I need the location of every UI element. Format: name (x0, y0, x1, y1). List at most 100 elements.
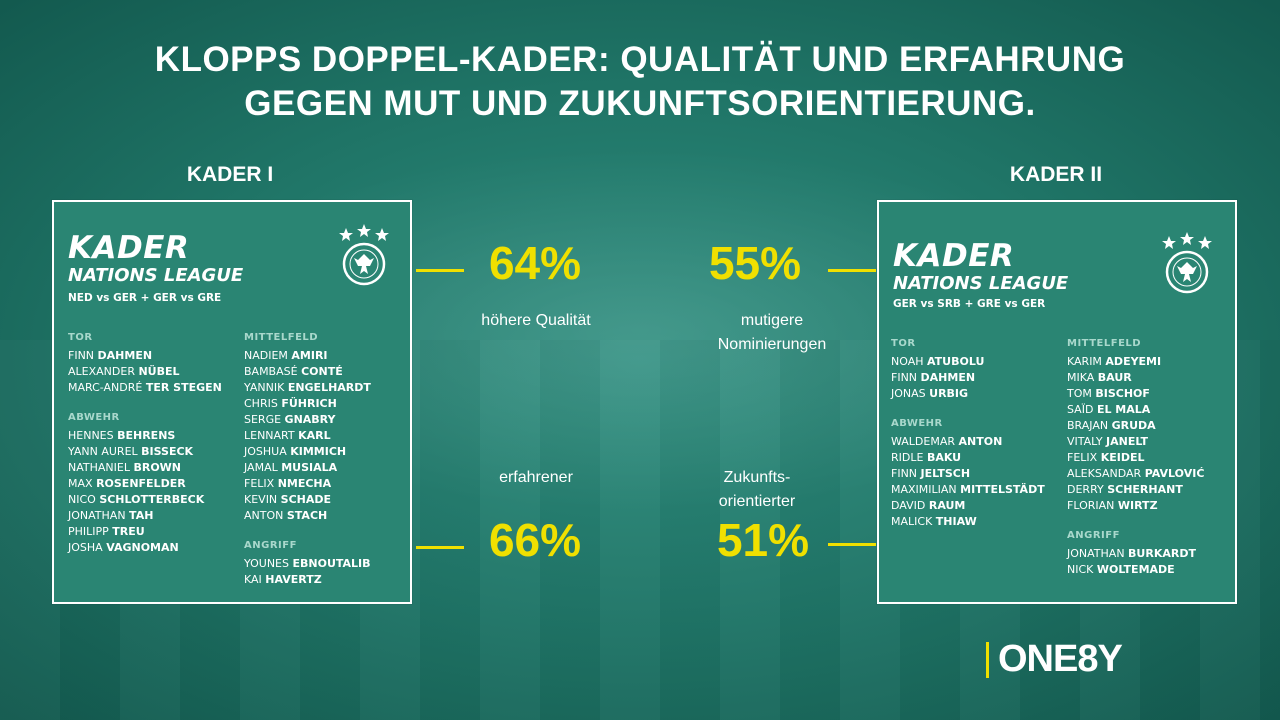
card-match-line: NED vs GER + GER vs GRE (68, 292, 222, 304)
player-last-name: HAVERTZ (265, 573, 322, 586)
player-row: RIDLE BAKU (891, 450, 1067, 466)
player-first-name: FINN (68, 349, 98, 362)
player-row: DAVID RAUM (891, 498, 1067, 514)
player-first-name: LENNART (244, 429, 299, 442)
player-row: JOSHA VAGNOMAN (68, 540, 238, 556)
page-title: KLOPPS DOPPEL-KADER: QUALITÄT UND ERFAHR… (0, 38, 1280, 126)
title-line-2: GEGEN MUT UND ZUKUNFTSORIENTIERUNG. (244, 84, 1036, 123)
stat-right-top-caption-line-1: mutigere (740, 312, 804, 329)
kader-1-tor-list: FINN DAHMEN ALEXANDER NÜBEL MARC-ANDRÉ TER… (68, 348, 238, 396)
player-row: JONATHAN TAH (68, 508, 238, 524)
player-row: NICK WOLTEMADE (1067, 562, 1231, 578)
player-last-name: MITTELSTÄDT (960, 483, 1045, 496)
kader-2-mittelfeld-list: KARIM ADEYEMI MIKA BAUR TOM BISCHOF SAÏD EL… (1067, 354, 1231, 514)
player-last-name: URBIG (929, 387, 969, 400)
player-row: BAMBASÉ CONTÉ (244, 364, 404, 380)
player-last-name: FÜHRICH (281, 397, 337, 410)
player-last-name: TREU (112, 525, 145, 538)
card-title: KADER (893, 238, 1015, 274)
player-row: SAÏD EL MALA (1067, 402, 1231, 418)
stat-right-top-caption: mutigere Nominierungen (672, 309, 872, 357)
player-first-name: FELIX (244, 477, 278, 490)
player-last-name: ANTON (958, 435, 1003, 448)
stat-left-top-value: 64% (488, 237, 582, 289)
player-last-name: VAGNOMAN (106, 541, 179, 554)
kader-2-abwehr-list: WALDEMAR ANTON RIDLE BAKU FINN JELTSCH MAXI… (891, 434, 1067, 530)
stat-right-bottom-caption: Zukunfts- orientierter (657, 466, 857, 514)
player-last-name: WOLTEMADE (1096, 563, 1175, 576)
dfb-crest-icon (339, 224, 389, 286)
player-first-name: NICO (68, 493, 100, 506)
player-first-name: JONATHAN (68, 509, 130, 522)
player-first-name: JONATHAN (1067, 547, 1129, 560)
connector-line-left-top (416, 269, 464, 272)
player-first-name: WALDEMAR (891, 435, 959, 448)
player-first-name: FINN (891, 371, 921, 384)
player-row: FINN DAHMEN (68, 348, 238, 364)
kader-2-angriff-list: JONATHAN BURKARDT NICK WOLTEMADE (1067, 546, 1231, 578)
kader-1-abwehr-list: HENNES BEHRENS YANN AUREL BISSECK NATHANIE… (68, 428, 238, 556)
player-last-name: SCHADE (280, 493, 332, 506)
stat-right-top-value: 55% (708, 237, 802, 289)
player-first-name: VITALY (1067, 435, 1107, 448)
player-first-name: YANNIK (244, 381, 288, 394)
player-row: SERGE GNABRY (244, 412, 404, 428)
player-first-name: SAÏD (1067, 403, 1097, 416)
player-first-name: FINN (891, 467, 921, 480)
player-first-name: KARIM (1067, 355, 1106, 368)
player-first-name: MAX (68, 477, 97, 490)
player-row: JONAS URBIG (891, 386, 1067, 402)
player-first-name: YOUNES (244, 557, 293, 570)
player-row: NATHANIEL BROWN (68, 460, 238, 476)
player-last-name: BISSECK (141, 445, 194, 458)
player-last-name: ENGELHARDT (287, 381, 371, 394)
player-first-name: KAI (244, 573, 266, 586)
player-last-name: JELTSCH (920, 467, 971, 480)
section-abwehr-label: ABWEHR (68, 412, 120, 423)
player-last-name: MUSIALA (281, 461, 338, 474)
player-row: YANN AUREL BISSECK (68, 444, 238, 460)
player-row: JONATHAN BURKARDT (1067, 546, 1231, 562)
player-row: FINN JELTSCH (891, 466, 1067, 482)
player-row: BRAJAN GRUDA (1067, 418, 1231, 434)
player-last-name: CONTÉ (301, 365, 343, 378)
player-row: HENNES BEHRENS (68, 428, 238, 444)
section-abwehr-label: ABWEHR (891, 418, 943, 429)
stat-left-top-caption: höhere Qualität (481, 312, 591, 329)
player-last-name: STACH (286, 509, 328, 522)
player-row: LENNART KARL (244, 428, 404, 444)
player-first-name: NICK (1067, 563, 1097, 576)
player-last-name: DAHMEN (97, 349, 153, 362)
player-first-name: YANN AUREL (68, 445, 142, 458)
kader-2-card: KADER NATIONS LEAGUE GER vs SRB + GRE vs… (877, 200, 1237, 604)
player-last-name: SCHLOTTERBECK (99, 493, 205, 506)
player-last-name: ROSENFELDER (96, 477, 186, 490)
kader-1-mittelfeld-list: NADIEM AMIRI BAMBASÉ CONTÉ YANNIK ENGELHAR… (244, 348, 404, 524)
player-row: FLORIAN WIRTZ (1067, 498, 1231, 514)
player-last-name: THIAW (935, 515, 977, 528)
player-first-name: MIKA (1067, 371, 1098, 384)
player-first-name: KEVIN (244, 493, 281, 506)
player-first-name: MAXIMILIAN (891, 483, 961, 496)
section-tor-label: TOR (68, 332, 93, 343)
player-row: VITALY JANELT (1067, 434, 1231, 450)
stat-right-bottom-value: 51% (716, 514, 810, 566)
stat-right-bottom-caption-line-1: Zukunfts- (723, 469, 791, 486)
player-row: KEVIN SCHADE (244, 492, 404, 508)
stat-left-bottom-caption: erfahrener (499, 469, 573, 486)
player-row: KAI HAVERTZ (244, 572, 404, 588)
player-last-name: ATUBOLU (927, 355, 985, 368)
player-first-name: HENNES (68, 429, 118, 442)
player-last-name: BROWN (133, 461, 182, 474)
player-row: FELIX KEIDEL (1067, 450, 1231, 466)
player-last-name: NMECHA (277, 477, 332, 490)
player-first-name: ANTON (244, 509, 287, 522)
section-tor-label: TOR (891, 338, 916, 349)
kader-2-tor-list: NOAH ATUBOLU FINN DAHMEN JONAS URBIG (891, 354, 1067, 402)
player-last-name: BURKARDT (1128, 547, 1196, 560)
player-row: JOSHUA KIMMICH (244, 444, 404, 460)
player-row: ALEXANDER NÜBEL (68, 364, 238, 380)
logo-accent-bar (986, 642, 989, 678)
player-row: ANTON STACH (244, 508, 404, 524)
player-first-name: TOM (1067, 387, 1096, 400)
